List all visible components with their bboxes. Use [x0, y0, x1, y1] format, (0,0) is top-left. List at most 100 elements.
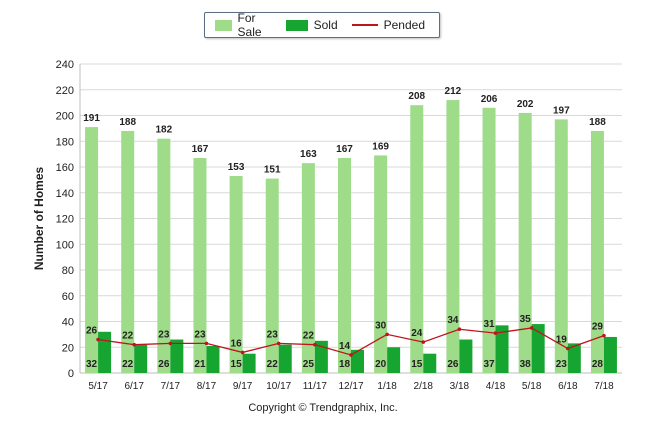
- point-pended: [349, 353, 353, 357]
- point-pended: [529, 326, 534, 330]
- x-tick-label: 1/18: [377, 381, 397, 392]
- data-label-sold: 25: [303, 359, 315, 370]
- bar-for-sale: [265, 178, 279, 373]
- data-label-pended: 30: [375, 320, 387, 331]
- data-label-pended: 19: [556, 335, 568, 346]
- y-tick-label: 200: [56, 111, 74, 123]
- data-label-sold: 26: [158, 359, 170, 370]
- data-label-pended: 22: [303, 331, 315, 342]
- x-tick-label: 3/18: [450, 381, 470, 392]
- x-tick-label: 12/17: [338, 381, 363, 392]
- legend-label-pended: Pended: [383, 18, 425, 32]
- y-tick-label: 180: [56, 136, 74, 148]
- bar-sold: [206, 345, 220, 373]
- x-tick-label: 6/18: [558, 381, 578, 392]
- data-label-sold: 22: [122, 359, 134, 370]
- data-label-for-sale: 191: [83, 113, 100, 124]
- data-label-sold: 28: [592, 359, 604, 370]
- legend-swatch-sold: [285, 19, 308, 31]
- data-label-for-sale: 188: [589, 117, 606, 128]
- x-tick-label: 7/17: [161, 381, 181, 392]
- bar-for-sale: [193, 157, 207, 373]
- data-label-for-sale: 188: [119, 117, 136, 128]
- y-tick-label: 120: [56, 214, 74, 226]
- data-label-sold: 21: [194, 359, 206, 370]
- legend-item-pended: Pended: [351, 18, 425, 32]
- x-tick-label: 4/18: [486, 381, 506, 392]
- y-tick-label: 80: [62, 265, 74, 277]
- data-label-for-sale: 163: [300, 149, 317, 160]
- y-tick-label: 40: [62, 317, 74, 329]
- legend-item-for-sale: For Sale: [215, 11, 272, 39]
- data-label-pended: 23: [158, 329, 170, 340]
- data-label-for-sale: 151: [264, 165, 281, 176]
- data-label-pended: 31: [483, 319, 495, 330]
- bar-sold: [134, 344, 148, 373]
- point-pended: [385, 332, 389, 337]
- data-label-pended: 16: [231, 338, 243, 349]
- y-tick-label: 140: [56, 188, 74, 200]
- x-tick-label: 8/17: [197, 381, 217, 392]
- data-label-sold: 22: [267, 359, 279, 370]
- data-label-pended: 14: [339, 341, 351, 352]
- bar-sold: [603, 336, 617, 373]
- data-label-sold: 23: [556, 359, 568, 370]
- data-label-sold: 20: [375, 359, 387, 370]
- bar-for-sale: [590, 130, 604, 373]
- data-label-for-sale: 182: [155, 125, 172, 136]
- y-tick-label: 100: [56, 239, 74, 251]
- x-tick-label: 10/17: [266, 381, 291, 392]
- point-pended: [204, 341, 209, 346]
- data-label-for-sale: 197: [553, 105, 570, 116]
- x-tick-label: 5/18: [522, 381, 542, 392]
- y-tick-label: 240: [56, 59, 74, 71]
- y-axis-title: Number of Homes: [32, 167, 46, 271]
- data-label-for-sale: 167: [336, 144, 353, 155]
- bar-sold: [423, 353, 437, 373]
- bar-sold: [567, 343, 581, 373]
- x-tick-label: 9/17: [233, 381, 253, 392]
- bar-sold: [387, 347, 401, 373]
- point-pended: [566, 346, 570, 351]
- x-tick-label: 7/18: [594, 381, 614, 392]
- bar-for-sale: [410, 105, 424, 373]
- data-label-for-sale: 153: [228, 162, 245, 173]
- y-tick-label: 20: [62, 342, 74, 354]
- bar-for-sale: [518, 112, 532, 374]
- legend-swatch-for-sale: [215, 19, 232, 31]
- data-label-sold: 18: [339, 359, 351, 370]
- data-label-sold: 32: [86, 359, 98, 370]
- point-pended: [313, 342, 317, 347]
- bar-for-sale: [157, 138, 171, 373]
- y-tick-label: 220: [56, 85, 74, 97]
- point-pended: [602, 333, 606, 338]
- x-tick-label: 2/18: [414, 381, 434, 392]
- copyright-text: Copyright © Trendgraphix, Inc.: [248, 402, 398, 414]
- point-pended: [96, 337, 100, 342]
- y-tick-label: 160: [56, 162, 74, 174]
- bar-sold: [459, 339, 473, 373]
- data-label-for-sale: 208: [408, 91, 425, 102]
- data-label-sold: 26: [447, 359, 459, 370]
- data-label-for-sale: 167: [192, 144, 209, 155]
- data-label-pended: 24: [411, 328, 423, 339]
- bar-for-sale: [446, 100, 460, 374]
- data-label-for-sale: 202: [517, 99, 534, 110]
- legend: For Sale Sold Pended: [204, 11, 440, 39]
- data-label-pended: 34: [447, 315, 459, 326]
- y-tick-label: 60: [62, 291, 74, 303]
- data-label-pended: 23: [267, 329, 279, 340]
- bar-for-sale: [301, 163, 315, 373]
- data-label-sold: 37: [483, 359, 495, 370]
- data-label-pended: 35: [520, 314, 532, 325]
- data-label-sold: 15: [231, 359, 243, 370]
- bar-for-sale: [85, 127, 99, 374]
- bar-for-sale: [482, 107, 496, 374]
- point-pended: [132, 342, 136, 347]
- point-pended: [421, 340, 426, 344]
- bar-sold: [314, 340, 328, 373]
- point-pended: [457, 327, 462, 332]
- data-label-for-sale: 212: [445, 86, 462, 97]
- bar-sold: [278, 344, 292, 373]
